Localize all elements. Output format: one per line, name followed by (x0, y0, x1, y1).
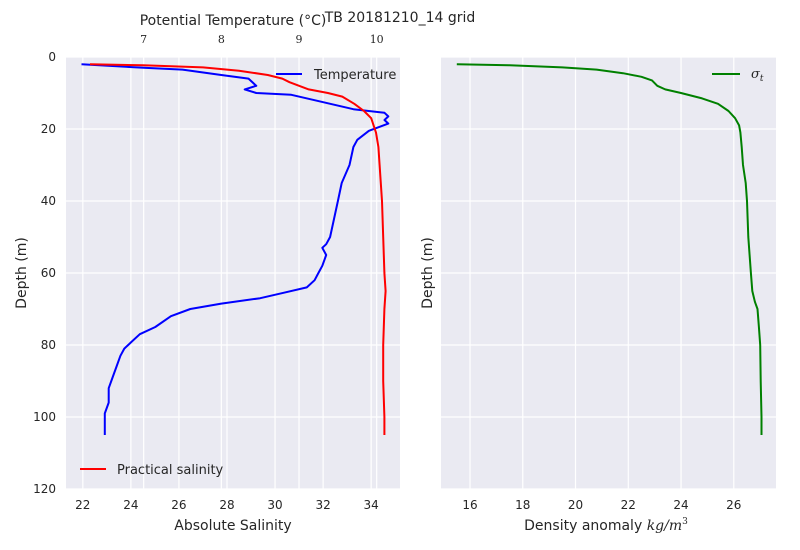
left-grid (66, 56, 400, 490)
right-x-tick-label: 18 (515, 498, 530, 512)
series-line-density (456, 63, 763, 435)
top-xlabel: Potential Temperature (°C) (140, 13, 327, 29)
top-x-tick-label: 7 (140, 33, 147, 46)
top-x-tick-label: 8 (218, 33, 225, 46)
right-xlabel-text: Density anomaly (524, 518, 647, 534)
legend-temperature: Temperature (276, 68, 396, 83)
right-ticks: 16 18 20 22 24 26 (462, 498, 741, 512)
series-line-salinity (89, 63, 387, 435)
right-x-tick-label: 26 (726, 498, 741, 512)
left-x-tick-label: 28 (219, 498, 234, 512)
left-y-tick-label: 120 (33, 482, 56, 496)
left-lines (81, 63, 390, 435)
left-y-tick-label: 60 (41, 266, 56, 280)
right-xlabel-unit: kg/m (647, 518, 682, 534)
left-y-tick-label: 40 (41, 194, 56, 208)
right-xlabel-exponent: 3 (682, 517, 688, 527)
top-x-tick-label: 10 (370, 33, 384, 46)
left-x-tick-label: 32 (315, 498, 330, 512)
left-xlabel: Absolute Salinity (174, 518, 291, 534)
left-y-tick-label: 100 (33, 410, 56, 424)
legend-sigma-symbol: σ (751, 67, 761, 82)
right-lines (456, 63, 763, 435)
left-x-tick-label: 30 (267, 498, 282, 512)
right-grid (441, 56, 776, 490)
legend-sigma-subscript: t (760, 74, 764, 84)
legend-salinity: Practical salinity (80, 463, 224, 478)
left-x-tick-label: 34 (364, 498, 379, 512)
right-x-tick-label: 20 (568, 498, 583, 512)
right-ylabel: Depth (m) (420, 237, 436, 309)
legend-sigma: σt (712, 67, 764, 84)
left-x-tick-label: 26 (171, 498, 186, 512)
left-x-tick-label: 22 (75, 498, 90, 512)
left-y-tick-label: 0 (48, 50, 56, 64)
legend-sigma-label: σt (751, 67, 764, 84)
left-y-tick-label: 80 (41, 338, 56, 352)
left-ylabel: Depth (m) (14, 237, 30, 309)
legend-salinity-label: Practical salinity (117, 463, 224, 478)
left-x-tick-label: 24 (123, 498, 138, 512)
left-y-tick-label: 20 (41, 122, 56, 136)
right-x-tick-label: 22 (621, 498, 636, 512)
top-x-tick-label: 9 (296, 33, 303, 46)
right-x-tick-label: 16 (462, 498, 477, 512)
right-xlabel: Density anomaly kg/m3 (524, 517, 688, 534)
right-x-tick-label: 24 (673, 498, 688, 512)
series-line-temperature (81, 63, 390, 435)
figure-title: TB 20181210_14 grid (324, 10, 476, 26)
legend-temperature-label: Temperature (313, 68, 396, 83)
